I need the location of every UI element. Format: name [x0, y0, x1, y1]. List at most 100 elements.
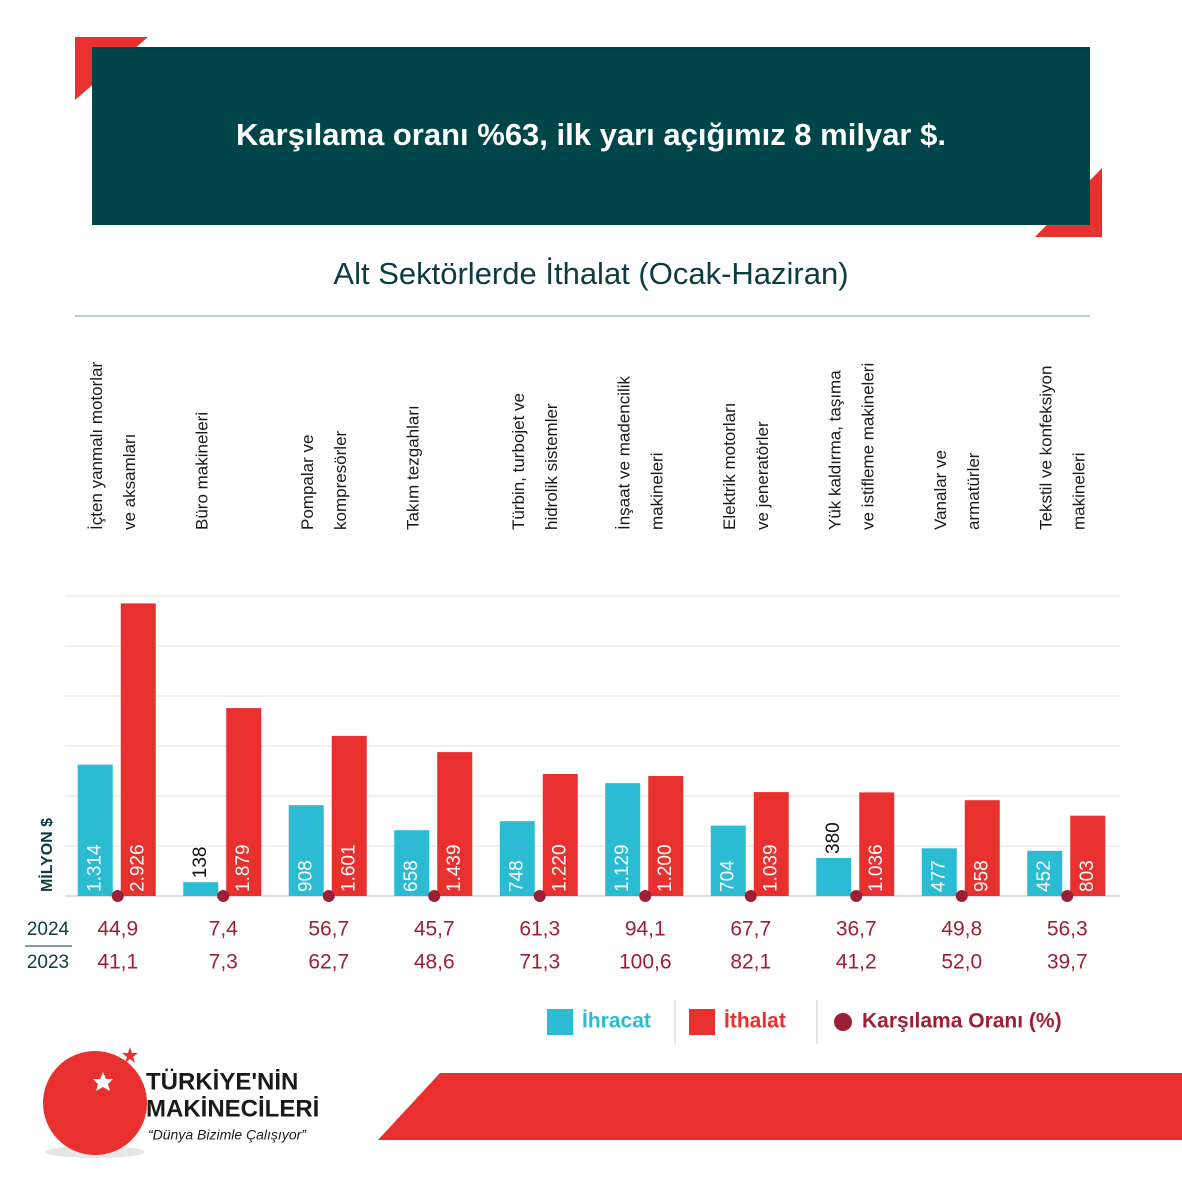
ratio-value: 48,6 — [414, 951, 455, 974]
ratio-marker — [850, 890, 863, 902]
y-axis-label: MİLYON $ — [38, 818, 56, 892]
category-label: makineleri — [1070, 453, 1089, 530]
bar — [859, 792, 895, 896]
bar-value-label: 1.314 — [84, 844, 105, 892]
brand-line: MAKİNECİLERİ — [146, 1095, 319, 1122]
bar-value-label: 452 — [1034, 860, 1055, 892]
brand-line: TÜRKİYE'NİN — [146, 1068, 298, 1095]
ratio-marker — [744, 890, 757, 902]
bar — [816, 858, 852, 896]
bar — [120, 603, 156, 896]
bar — [921, 848, 957, 896]
ratio-marker — [955, 890, 968, 902]
bar-value-label: 380 — [823, 822, 844, 854]
ratio-value: 39,7 — [1047, 951, 1088, 974]
category-label: Türbin, turbojet ve — [509, 393, 528, 530]
legend-swatch — [689, 1009, 715, 1035]
chart-title: Alt Sektörlerde İthalat (Ocak-Haziran) — [333, 256, 848, 291]
ratio-marker — [428, 890, 441, 902]
year-label: 2023 — [27, 952, 69, 973]
logo-star — [122, 1047, 138, 1063]
bar — [964, 800, 1000, 896]
category-label: kompresörler — [331, 430, 350, 530]
ratio-value: 7,4 — [209, 918, 239, 941]
ratio-marker — [533, 890, 546, 902]
bar — [437, 752, 473, 896]
legend-swatch — [547, 1009, 573, 1035]
ratio-value: 62,7 — [308, 951, 349, 974]
bar-value-label: 477 — [928, 860, 949, 892]
ratio-value: 44,9 — [97, 918, 138, 941]
ratio-value: 67,7 — [730, 918, 771, 941]
ratio-marker — [1061, 890, 1074, 902]
category-label: makineleri — [648, 453, 667, 530]
ratio-marker — [217, 890, 230, 902]
bar — [183, 882, 219, 896]
category-label: Vanalar ve — [931, 450, 950, 530]
bar — [1027, 850, 1063, 896]
bar-value-label: 1.200 — [655, 844, 676, 892]
bar — [394, 830, 430, 896]
bar-value-label: 748 — [506, 860, 527, 892]
category-label: Takım tezgahları — [404, 405, 423, 530]
bar — [226, 708, 262, 896]
plot: İçten yanmalı motorlar ve aksamları 1.314 2… — [27, 361, 1120, 1044]
legend-label: İthalat — [724, 1010, 786, 1033]
ratio-value: 7,3 — [209, 951, 238, 974]
ratio-value: 52,0 — [941, 951, 982, 974]
slogan: “Dünya Bizimle Çalışıyor” — [148, 1127, 307, 1143]
year-label: 2024 — [27, 919, 70, 940]
bar — [288, 805, 324, 896]
footer-band — [378, 1073, 1182, 1140]
legend-marker — [834, 1013, 852, 1031]
category-label: hidrolik sistemler — [542, 403, 561, 530]
category-label: İçten yanmalı motorlar — [87, 361, 106, 530]
ratio-value: 49,8 — [941, 918, 982, 941]
bar-value-label: 803 — [1077, 860, 1098, 892]
bar-value-label: 658 — [401, 860, 422, 892]
ratio-value: 100,6 — [619, 951, 672, 974]
ratio-value: 56,3 — [1047, 918, 1088, 941]
category-label: ve istifleme makineleri — [859, 363, 878, 530]
category-label: Pompalar ve — [298, 435, 317, 530]
category-label: Tekstil ve konfeksiyon — [1037, 366, 1056, 530]
bar — [499, 821, 535, 896]
ratio-value: 36,7 — [836, 918, 877, 941]
bar-value-label: 1.129 — [612, 844, 633, 892]
header-title: Karşılama oranı %63, ilk yarı açığımız 8… — [236, 117, 946, 152]
ratio-value: 56,7 — [308, 918, 349, 941]
ratio-value: 82,1 — [730, 951, 771, 974]
ratio-value: 94,1 — [625, 918, 666, 941]
bar — [542, 774, 578, 896]
category-label: Elektrik motorları — [720, 402, 739, 530]
bar — [710, 825, 746, 896]
category-label: İnşaat ve madencilik — [615, 375, 634, 530]
ratio-marker — [639, 890, 652, 902]
category-label: armatürler — [964, 452, 983, 530]
ratio-value: 61,3 — [519, 918, 560, 941]
ratio-value: 41,1 — [97, 951, 138, 974]
ratio-value: 71,3 — [519, 951, 560, 974]
legend-label: Karşılama Oranı (%) — [862, 1010, 1062, 1033]
category-label: ve jeneratörler — [753, 421, 772, 530]
bar — [648, 776, 684, 896]
ratio-value: 41,2 — [836, 951, 877, 974]
bar — [753, 792, 789, 896]
category-label: Yük kaldırma, taşıma — [826, 370, 845, 530]
ratio-marker — [111, 890, 124, 902]
bar-value-label: 1.439 — [444, 844, 465, 892]
bar — [605, 783, 641, 896]
bar — [77, 764, 113, 896]
bar — [1070, 815, 1106, 896]
bar-value-label: 704 — [717, 860, 738, 892]
header-box — [92, 47, 1090, 225]
bar-value-label: 1.039 — [760, 844, 781, 892]
legend-label: İhracat — [582, 1010, 651, 1033]
bar-value-label: 1.601 — [338, 844, 359, 892]
bar — [331, 735, 367, 896]
bar-value-label: 908 — [295, 860, 316, 892]
bar-value-label: 1.220 — [549, 844, 570, 892]
